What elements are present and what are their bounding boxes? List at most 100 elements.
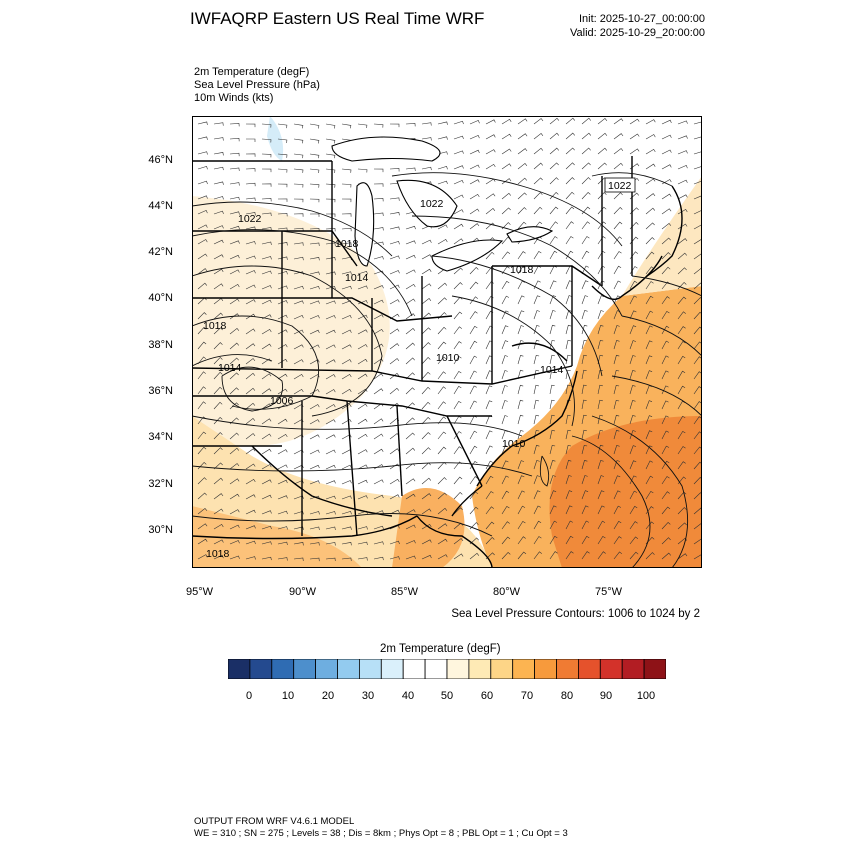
wind-barb: [341, 359, 352, 365]
wind-barb: [213, 268, 224, 275]
wind-barb: [613, 280, 621, 290]
wind-barb: [405, 555, 416, 560]
wind-barb: [517, 551, 527, 560]
wind-barb: [485, 506, 494, 515]
wind-barb: [517, 536, 526, 545]
wind-barb: [437, 538, 448, 545]
wind-barb: [533, 250, 542, 260]
wind-barb: [533, 354, 540, 365]
wind-barb: [677, 370, 686, 380]
init-time: Init: 2025-10-27_00:00:00: [579, 13, 705, 25]
wind-barb: [357, 495, 368, 500]
wind-barb: [613, 148, 624, 155]
wind-barb: [389, 299, 400, 305]
wind-barb: [517, 490, 525, 500]
wind-barb: [389, 226, 400, 230]
wind-barb: [677, 252, 688, 260]
wind-barb: [229, 432, 239, 440]
wind-barb: [581, 310, 588, 320]
wind-barb: [261, 299, 272, 305]
isobar-label: 1010: [502, 438, 526, 450]
wind-barb: [325, 344, 336, 350]
wind-barb: [629, 325, 637, 335]
wind-barb: [597, 132, 608, 140]
wind-barb: [597, 221, 607, 230]
wind-barb: [501, 280, 510, 290]
wind-barb: [389, 478, 400, 485]
wind-barb: [261, 343, 272, 350]
wind-barb: [277, 213, 288, 217]
wind-barb: [229, 524, 240, 530]
wind-barb: [597, 429, 604, 440]
wind-barb: [565, 490, 573, 500]
wind-barb: [309, 434, 320, 440]
wind-barb: [613, 445, 620, 455]
wind-barb: [517, 520, 526, 530]
wind-barb: [517, 207, 527, 215]
wind-barb: [261, 494, 272, 500]
wind-barbs: [197, 117, 702, 562]
wind-barb: [549, 221, 558, 230]
wind-barb: [213, 166, 224, 171]
lat-label: 40°N: [148, 292, 173, 304]
wind-barb: [405, 540, 416, 545]
wind-barb: [597, 147, 608, 155]
wind-barb: [341, 198, 352, 203]
wind-barb: [293, 227, 304, 232]
wind-barb: [421, 371, 431, 380]
lat-label: 46°N: [148, 154, 173, 166]
wind-barb: [421, 268, 432, 275]
wind-barb: [597, 325, 604, 335]
wind-barb: [197, 371, 206, 380]
wind-barb: [373, 314, 384, 320]
wind-barb: [469, 193, 480, 200]
wind-barb: [245, 226, 256, 230]
wind-barb: [421, 401, 431, 410]
colorbar-swatch: [599, 658, 623, 680]
wind-barb: [565, 221, 574, 230]
wind-barb: [213, 508, 224, 515]
wind-barb: [485, 400, 493, 410]
wind-barb: [341, 542, 352, 546]
wind-barb: [341, 271, 352, 275]
wind-barb: [437, 282, 448, 290]
wind-barb: [501, 178, 512, 185]
wind-barb: [645, 295, 654, 305]
wind-barb: [277, 388, 288, 395]
wind-barb: [485, 491, 494, 500]
wind-barb: [421, 477, 432, 485]
wind-barb: [357, 344, 368, 350]
wind-barb: [197, 401, 206, 410]
lon-label: 80°W: [493, 586, 521, 598]
wind-barb: [229, 555, 240, 560]
wind-barb: [453, 400, 462, 410]
wind-barb: [453, 180, 464, 185]
wind-barb: [661, 491, 670, 500]
wind-barb: [245, 270, 256, 275]
wind-barb: [581, 191, 591, 200]
wind-barb: [213, 477, 224, 485]
wind-barb: [213, 554, 224, 560]
wind-barb: [389, 494, 400, 500]
wind-barb: [661, 370, 669, 380]
wind-barb: [453, 165, 464, 170]
wind-barb: [581, 265, 589, 275]
wind-barb: [325, 300, 336, 305]
wind-barb: [501, 192, 512, 200]
wind-barb: [325, 213, 336, 217]
wind-barb: [293, 123, 304, 129]
wind-barb: [357, 479, 368, 485]
wind-barb: [341, 403, 352, 410]
wind-barb: [549, 206, 559, 215]
wind-barb: [565, 117, 576, 125]
wind-barb: [629, 148, 640, 155]
wind-barb: [197, 523, 208, 530]
wind-barb: [213, 283, 224, 290]
wind-barb: [597, 551, 606, 560]
wind-barb: [357, 418, 368, 425]
wind-barb: [229, 225, 240, 230]
wind-barb: [549, 117, 560, 125]
wind-barb: [261, 388, 272, 395]
colorbar-swatch: [577, 658, 601, 680]
wind-barb: [597, 475, 605, 485]
